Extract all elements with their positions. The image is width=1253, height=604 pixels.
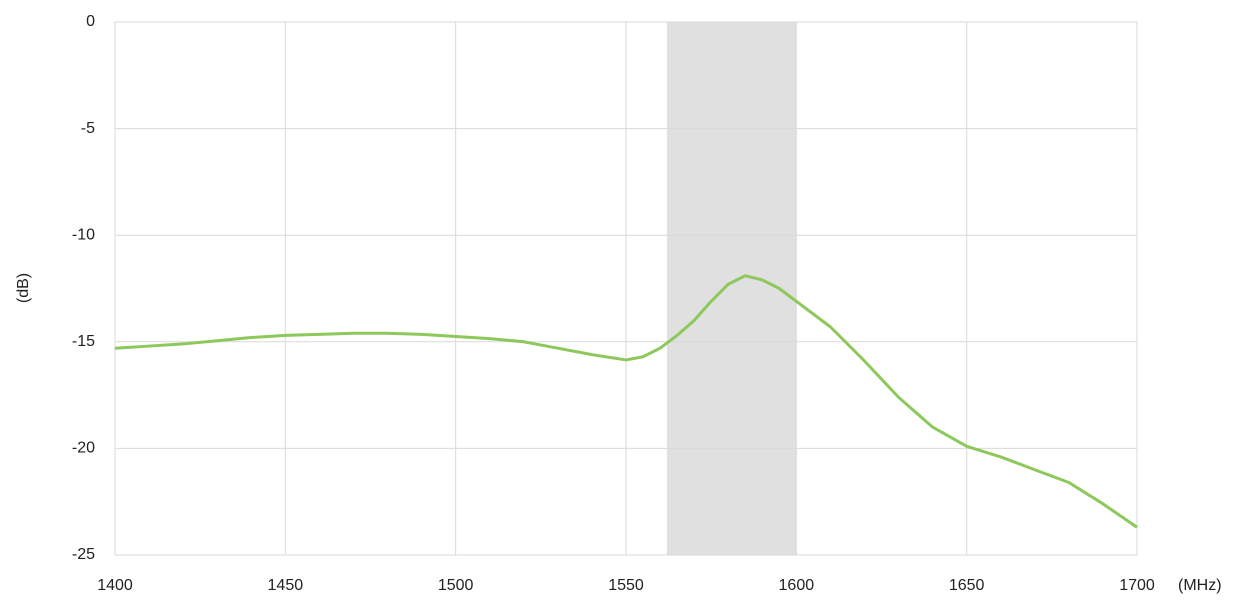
data-line bbox=[114, 274, 1138, 529]
y-tick-label: -10 bbox=[72, 226, 95, 243]
x-tick-label: 1450 bbox=[268, 577, 304, 594]
shaded-band bbox=[666, 22, 797, 555]
y-tick-label: 0 bbox=[86, 13, 95, 30]
y-tick-label: -25 bbox=[72, 546, 95, 563]
x-tick-label: 1500 bbox=[438, 577, 474, 594]
x-tick-label: 1600 bbox=[779, 577, 815, 594]
y-tick-label: -5 bbox=[81, 120, 95, 137]
y-tick-label: -15 bbox=[72, 333, 95, 350]
x-axis-label: (MHz) bbox=[1178, 577, 1222, 594]
x-tick-label: 1700 bbox=[1119, 577, 1155, 594]
y-axis-label: (dB) bbox=[15, 273, 32, 303]
y-tick-label: -20 bbox=[72, 440, 95, 457]
x-tick-label: 1550 bbox=[608, 577, 644, 594]
x-tick-label: 1400 bbox=[97, 577, 133, 594]
x-tick-label: 1650 bbox=[949, 577, 985, 594]
